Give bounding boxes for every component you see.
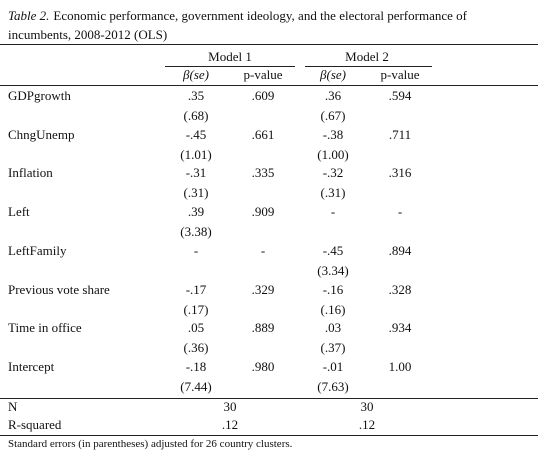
row-label: LeftFamily xyxy=(8,242,67,258)
coefficient: .03 xyxy=(324,320,342,336)
p-value: .661 xyxy=(251,126,275,142)
p-value: .711 xyxy=(388,126,412,142)
standard-error: (1.00) xyxy=(317,146,349,162)
rule xyxy=(165,66,295,67)
coefficient: -.32 xyxy=(322,165,344,181)
coefficient: -.45 xyxy=(322,242,344,258)
coefficient: -.38 xyxy=(322,126,344,142)
standard-error: (7.44) xyxy=(180,378,212,394)
coefficient: - xyxy=(193,242,199,258)
standard-error: (.37) xyxy=(320,340,346,356)
model-header: Model 2 xyxy=(345,49,389,64)
p-value: .934 xyxy=(388,320,412,336)
coefficient: -.17 xyxy=(185,281,207,297)
standard-error: (1.01) xyxy=(180,146,212,162)
rule xyxy=(305,66,432,67)
p-value: .894 xyxy=(388,242,412,258)
p-value: .909 xyxy=(251,204,275,220)
standard-error: (3.38) xyxy=(180,224,212,240)
rule xyxy=(0,85,538,86)
p-value: .594 xyxy=(388,88,412,103)
rule xyxy=(0,44,538,45)
p-value: - xyxy=(397,204,403,220)
p-value: .316 xyxy=(388,165,412,181)
p-value: .328 xyxy=(388,281,412,297)
coefficient: - xyxy=(330,204,336,220)
coefficient: -.31 xyxy=(185,165,207,181)
coefficient: -.18 xyxy=(185,358,207,374)
caption-text: Economic performance, government ideolog… xyxy=(8,8,467,42)
coefficient: -.45 xyxy=(185,126,207,142)
coefficient: .35 xyxy=(187,88,205,103)
rule xyxy=(0,435,538,436)
stat-value: .12 xyxy=(358,417,376,432)
p-value: - xyxy=(260,242,266,258)
standard-error: (.36) xyxy=(183,340,209,356)
standard-error: (.31) xyxy=(320,185,346,201)
row-label: Left xyxy=(8,204,30,220)
row-label: GDPgrowth xyxy=(8,88,71,103)
standard-error: (7.63) xyxy=(317,378,349,394)
stat-value: 30 xyxy=(360,399,374,414)
p-value: .889 xyxy=(251,320,275,336)
p-value: 1.00 xyxy=(388,358,412,374)
p-value: .980 xyxy=(251,358,275,374)
column-header: β(se) xyxy=(183,67,209,82)
coefficient: .05 xyxy=(187,320,205,336)
row-label: Inflation xyxy=(8,165,53,181)
standard-error: (.31) xyxy=(183,185,209,201)
coefficient: .39 xyxy=(187,204,205,220)
column-header: p-value xyxy=(243,67,283,82)
standard-error: (.17) xyxy=(183,301,209,317)
column-header: β(se) xyxy=(320,67,346,82)
p-value: .609 xyxy=(251,88,275,103)
rule xyxy=(0,398,538,399)
row-label: ChngUnemp xyxy=(8,126,75,142)
caption-label: Table 2. xyxy=(8,8,50,23)
stat-label: N xyxy=(8,399,18,414)
p-value: .335 xyxy=(251,165,275,181)
standard-error: (.68) xyxy=(183,108,209,123)
p-value: .329 xyxy=(251,281,275,297)
standard-error: (.67) xyxy=(320,108,346,123)
standard-error: (3.34) xyxy=(317,262,349,278)
coefficient: .36 xyxy=(324,88,342,103)
coefficient: -.16 xyxy=(322,281,344,297)
footnote: Standard errors (in parentheses) adjuste… xyxy=(8,438,293,450)
model-header: Model 1 xyxy=(208,49,252,64)
row-label: Time in office xyxy=(8,320,82,336)
standard-error: (.16) xyxy=(320,301,346,317)
row-label: Intercept xyxy=(8,358,55,374)
stat-value: 30 xyxy=(223,399,237,414)
stat-label: R-squared xyxy=(8,417,62,432)
column-header: p-value xyxy=(380,67,420,82)
caption: Table 2. Economic performance, government… xyxy=(8,6,533,44)
coefficient: -.01 xyxy=(322,358,344,374)
stat-value: .12 xyxy=(221,417,239,432)
row-label: Previous vote share xyxy=(8,281,110,297)
